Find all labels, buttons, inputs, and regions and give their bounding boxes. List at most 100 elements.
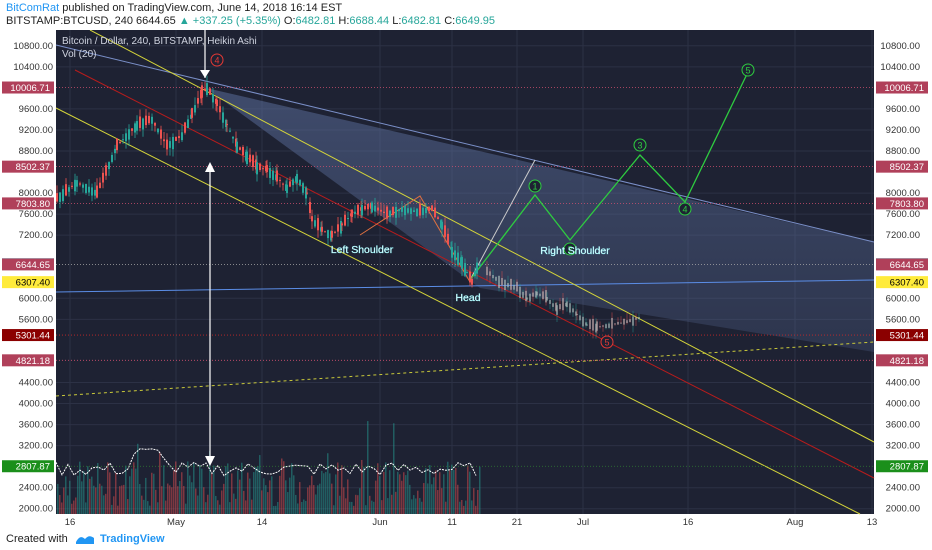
volume-bar [81,481,83,514]
x-tick: 21 [512,517,523,528]
volume-bar [255,467,257,514]
candle [142,118,144,130]
volume-bar [277,502,279,514]
volume-bar [239,479,241,514]
price-badge-value-right: 2807.87 [890,462,924,473]
candle [88,186,90,193]
candle [419,203,421,216]
candle [317,218,319,231]
projected-candle [589,319,591,329]
y-tick-left: 7200.00 [19,230,53,241]
chart-canvas[interactable]: 1 2 3 4 5 4 5 Left Shoulder Head Right Shoulder Bi… [0,30,932,528]
volume-bar [225,466,227,514]
volume-bar [57,483,59,514]
open-label: O: [283,15,296,27]
volume-bar [261,490,263,514]
candle [331,230,333,238]
volume-bar [395,491,397,514]
volume-bar [323,473,325,514]
projected-candle [559,304,561,310]
candle [311,216,313,222]
volume-bar [207,494,209,514]
candle [351,209,353,217]
candle [204,88,206,91]
volume-bar [475,505,477,514]
candle [242,146,244,156]
volume-bar [425,468,427,514]
candle [187,119,189,129]
volume-bar [213,465,215,514]
candle [431,205,433,211]
candle [441,221,443,230]
candle [249,154,251,163]
y-tick-left: 7600.00 [19,209,53,220]
author-link[interactable]: BitComRat [6,2,60,14]
candle [148,115,150,124]
volume-bar [191,482,193,514]
price-badge-right [876,354,928,367]
close-value: 6649.95 [455,15,495,27]
y-tick-right: 2400.00 [886,483,920,494]
candle [229,130,231,132]
volume-bar [355,494,357,514]
projected-candle [617,321,619,325]
volume-bar [219,504,221,514]
price-badge-right [876,460,928,473]
pattern-annotation: Head [455,292,480,304]
volume-bar [223,483,225,514]
candle [416,208,418,217]
candle [410,208,412,214]
candle [181,132,183,141]
volume-bar [177,486,179,514]
price-badge-value-right: 7803.80 [890,199,924,210]
candle [175,136,177,141]
volume-bar [427,483,429,514]
projected-candle [536,291,538,296]
tradingview-brand[interactable]: TradingView [100,533,165,545]
candle [76,180,78,187]
volume-bar [381,500,383,514]
volume-bar [437,490,439,514]
price-badge-right [876,81,928,94]
tradingview-logo-icon [76,536,94,544]
projected-candle [608,323,610,328]
volume-bar [247,472,249,514]
candle [74,179,76,192]
wave-label-circle [633,138,647,152]
x-tick: Jun [372,517,387,528]
footer: Created with TradingView [0,528,932,550]
candle [367,203,369,210]
volume-bar [113,496,115,514]
volume-bar [435,470,437,514]
volume-bar [387,498,389,514]
volume-bar [197,495,199,514]
volume-bar [109,472,111,514]
candle [479,264,481,267]
y-tick-left: 8000.00 [19,188,53,199]
volume-bar [453,470,455,514]
y-tick-right: 10800.00 [880,41,920,52]
price-badge-right [876,276,928,289]
volume-bar [379,476,381,514]
volume-bar [383,471,385,514]
y-tick-right: 4000.00 [886,399,920,410]
volume-bar [343,487,345,514]
volume-bar [333,505,335,514]
annotations: 1 2 3 4 5 4 5 Left Shoulder Head Right Shoulder Bi… [62,36,755,349]
candle [191,108,193,118]
candle [62,189,64,202]
projected-candle [532,292,534,297]
volume-bar [441,488,443,514]
candle [252,155,254,167]
candle [457,252,459,266]
projected-candle [486,266,488,276]
projected-candle [575,311,577,316]
pattern-annotation: Left Shoulder [331,244,394,256]
volume-bar [123,484,125,514]
price-badge-left [2,329,54,342]
wave-label: 4 [682,205,687,215]
ohlc-line: BITSTAMP:BTCUSD, 240 6644.65 ▲ +337.25 (… [6,15,495,27]
volume-bar [93,485,95,514]
candle [321,226,323,232]
price-badge-right [876,258,928,271]
